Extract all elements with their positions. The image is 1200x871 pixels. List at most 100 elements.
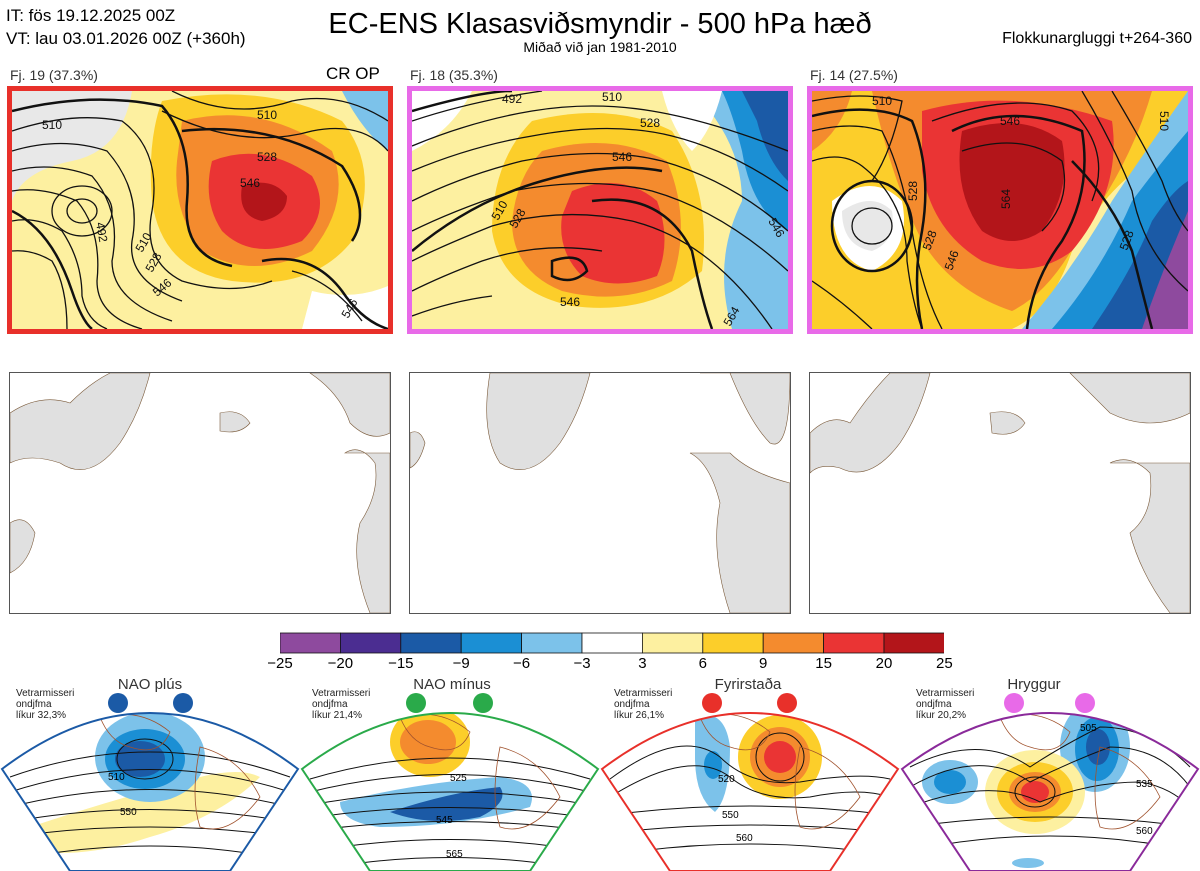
regime-note-line: Vetrarmisseri (614, 688, 673, 699)
colorbar-tick-label: 6 (698, 655, 707, 672)
regime-1-dot-right (173, 693, 193, 713)
contour-label: 505 (1080, 723, 1097, 734)
regime-frame (0, 712, 300, 871)
anomaly-area-neg15 (742, 91, 788, 181)
colorbar-svg (279, 632, 945, 654)
contour-label: 565 (446, 849, 463, 860)
regime-note-line: ondjfma (312, 699, 348, 710)
contour-labels: 492 510 528 546 510 528 546 546 564 (488, 91, 787, 329)
anomaly-area-15 (561, 183, 665, 284)
panel-3-label: Fj. 14 (27.5%) (810, 67, 898, 83)
colorbar-segment (340, 632, 402, 654)
contours-group (412, 91, 788, 329)
cluster-map-2-svg: 492 510 528 546 510 528 546 546 564 (412, 91, 788, 329)
cluster-map-1-svg: 510 492 510 528 546 510 528 546 546 (12, 91, 388, 329)
contour-label: 546 (560, 295, 580, 309)
negative-anomaly-nw (342, 91, 388, 151)
regime-note-line: Vetrarmisseri (16, 688, 75, 699)
positive-anomaly-core (400, 720, 456, 764)
regime-coastlines (99, 713, 261, 830)
contour-label: 510 (602, 91, 622, 104)
contours-group (12, 91, 388, 329)
regime-frame (900, 712, 1200, 871)
reference-map-1 (9, 372, 391, 614)
regime-frame (600, 712, 900, 871)
anomaly-area-nw (812, 91, 852, 151)
regime-4-dot-right (1075, 693, 1095, 713)
neutral-area-ne (662, 91, 722, 151)
land-scandinavia (1069, 373, 1190, 424)
regime-3-dot-left (702, 693, 722, 713)
colorbar-segment (641, 632, 704, 654)
contour-label: 560 (1136, 826, 1153, 837)
colorbar-segment (460, 632, 522, 654)
contour-label: 525 (450, 773, 467, 784)
contour-label: 510 (872, 94, 892, 108)
colorbar-segment (400, 632, 462, 654)
land-greenland (842, 201, 893, 251)
land-scandinavia (309, 373, 390, 437)
contour-label: 546 (612, 150, 632, 164)
reference-map-3 (809, 372, 1191, 614)
contour-label: 546 (942, 248, 962, 272)
anomaly-area-neg25 (1142, 211, 1188, 329)
regime-frame (300, 712, 600, 871)
negative-anomaly-west-core (934, 770, 966, 794)
contour-label: 510 (1157, 111, 1171, 131)
regime-2-note: Vetrarmisseri ondjfma líkur 21,4% (312, 688, 370, 721)
contour-label: 528 (257, 150, 277, 164)
colorbar-tick-label: −6 (513, 655, 531, 672)
contour-label: 528 (1117, 228, 1137, 252)
colorbar (279, 632, 945, 659)
negative-anomaly-core (390, 787, 503, 821)
regime-3-map: 520 550 560 (600, 693, 900, 871)
regime-coastlines (699, 713, 861, 830)
contour-label: 550 (722, 810, 739, 821)
contour-label: 535 (1136, 779, 1153, 790)
land-greenland (10, 373, 151, 470)
regime-2-title: NAO mínus (413, 676, 491, 693)
contour-label: 528 (640, 116, 660, 130)
regime-1-note: Vetrarmisseri ondjfma líkur 32,3% (16, 688, 74, 721)
regime-note-line: líkur 21,4% (312, 710, 363, 721)
colorbar-tick-label: 25 (936, 655, 953, 672)
land-iceland (989, 411, 1026, 435)
contour-label: 520 (718, 774, 735, 785)
contour-label: 528 (920, 228, 940, 252)
panel-1-label: Fj. 19 (37.3%) (10, 67, 98, 83)
valid-time: VT: lau 03.01.2026 00Z (+360h) (6, 29, 246, 48)
land-greenland (810, 373, 931, 474)
regime-2-map: 525 545 565 (300, 693, 600, 871)
negative-anomaly-south (1012, 858, 1044, 868)
regime-3-dot-right (777, 693, 797, 713)
bold-contours (412, 91, 714, 329)
contour-label: 528 (906, 181, 920, 201)
colorbar-tick-label: −15 (388, 655, 414, 672)
positive-anomaly-core (764, 741, 796, 773)
colorbar-tick-label: −9 (452, 655, 470, 672)
regime-4-title: Hryggur (1007, 676, 1061, 693)
regime-coastlines (999, 713, 1161, 830)
panel-2-label: Fj. 18 (35.3%) (410, 67, 498, 83)
regime-3-note: Vetrarmisseri ondjfma líkur 26,1% (614, 688, 672, 721)
regime-note-line: Vetrarmisseri (312, 688, 371, 699)
colorbar-tick-label: −20 (327, 655, 354, 672)
bold-contours (12, 98, 388, 329)
positive-anomaly-core (1021, 781, 1049, 803)
regime-coastlines (399, 713, 561, 830)
regime-1-map: 510 550 (0, 693, 300, 871)
colorbar-segment (823, 632, 885, 654)
land-canada (410, 431, 426, 469)
regime-4-note: Vetrarmisseri ondjfma líkur 20,2% (916, 688, 974, 721)
colorbar-segment (581, 632, 643, 654)
bold-contours (812, 108, 1154, 329)
panel-1-tag: CR OP (326, 64, 380, 83)
contour-labels: 510 546 564 528 546 528 510 528 (872, 94, 1171, 272)
page-subtitle: Miðað við jan 1981-2010 (523, 39, 677, 55)
land-iceland (219, 411, 251, 433)
contour-label: 550 (120, 807, 137, 818)
reference-map-2-svg (410, 373, 790, 613)
colorbar-segment (883, 632, 945, 654)
cluster-map-3: 510 546 564 528 546 528 510 528 (807, 86, 1193, 334)
negative-anomaly-core (115, 741, 165, 777)
